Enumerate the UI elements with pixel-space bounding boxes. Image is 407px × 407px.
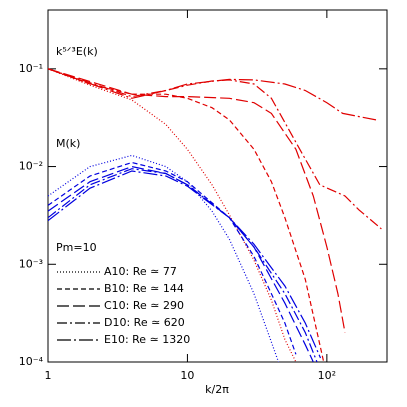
data-line xyxy=(48,154,280,362)
annotation: k⁵ᐟ³E(k) xyxy=(56,45,98,58)
x-tick-label: 1 xyxy=(45,369,52,382)
annotation: M(k) xyxy=(56,137,80,150)
y-tick-label: 10⁻¹ xyxy=(19,62,43,75)
legend-label: A10: Re ≃ 77 xyxy=(104,265,177,278)
data-line xyxy=(48,68,346,333)
data-line xyxy=(48,161,297,355)
data-line xyxy=(48,68,382,230)
legend-label: D10: Re ≃ 620 xyxy=(104,316,185,329)
x-tick-label: 10 xyxy=(180,369,194,382)
legend-label: E10: Re ≃ 1320 xyxy=(104,333,190,346)
plot-frame xyxy=(47,9,388,363)
legend-label: B10: Re ≃ 144 xyxy=(104,282,184,295)
x-tick-label: 10² xyxy=(318,369,336,382)
y-tick-label: 10⁻⁴ xyxy=(19,355,44,368)
data-line xyxy=(48,68,377,121)
x-axis-label: k/2π xyxy=(205,383,229,396)
data-line xyxy=(48,68,297,362)
y-tick-label: 10⁻³ xyxy=(19,257,43,270)
y-tick-label: 10⁻² xyxy=(19,160,43,173)
data-line xyxy=(48,170,322,359)
annotation: Pm=10 xyxy=(56,241,97,254)
legend-label: C10: Re ≃ 290 xyxy=(104,299,184,312)
